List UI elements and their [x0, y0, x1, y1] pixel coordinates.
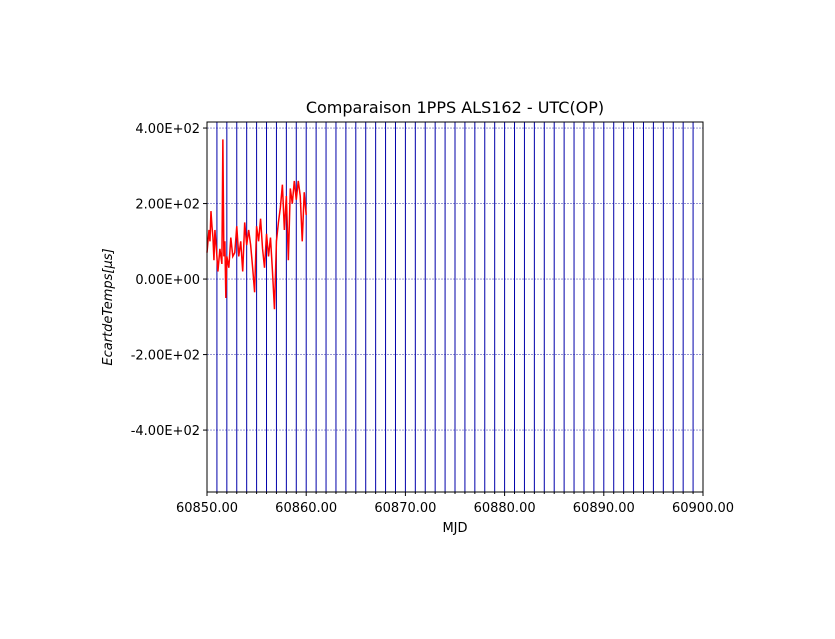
y-tick-label: 4.00E+02	[135, 122, 200, 137]
x-tick-label: 60880.00	[474, 501, 536, 516]
x-tick-label: 60860.00	[275, 501, 337, 516]
x-tick-label: 60900.00	[672, 501, 734, 516]
x-tick-label: 60870.00	[374, 501, 436, 516]
y-axis-label: EcartdeTemps[μs]	[101, 248, 116, 365]
plot-frame	[206, 121, 704, 493]
x-axis-label: MJD	[442, 521, 467, 536]
y-tick-label: 0.00E+00	[135, 273, 200, 288]
data-line	[206, 139, 307, 310]
chart-title: Comparaison 1PPS ALS162 - UTC(OP)	[306, 98, 604, 117]
y-tick-label: -4.00E+02	[131, 424, 200, 439]
x-tick-label: 60850.00	[176, 501, 238, 516]
y-tick-label: -2.00E+02	[131, 349, 200, 364]
y-tick-label: 2.00E+02	[135, 198, 200, 213]
x-tick-label: 60890.00	[573, 501, 635, 516]
